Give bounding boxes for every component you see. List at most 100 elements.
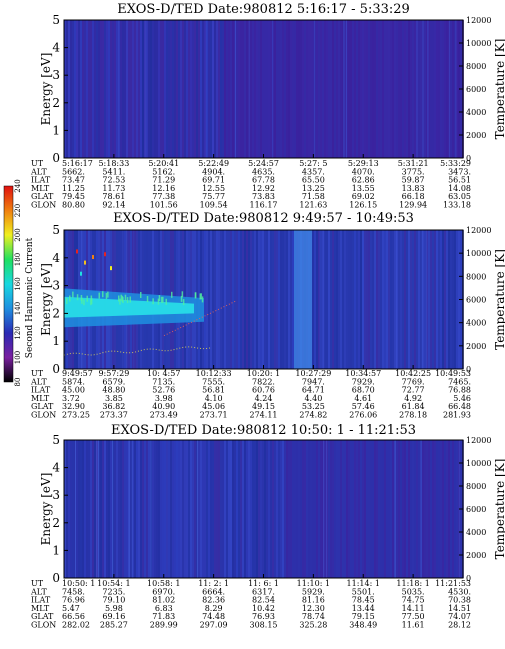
- spectrogram-column: [102, 20, 104, 158]
- spectrogram-column: [236, 440, 238, 578]
- spectrogram-column: [262, 20, 264, 158]
- spectrogram-column: [260, 230, 262, 369]
- ephemeris-cell: 75.77: [202, 192, 225, 201]
- ephemeris-cell: 10:27:29: [295, 369, 331, 378]
- emission-speckle: [90, 299, 92, 306]
- spectrogram-column: [314, 440, 316, 578]
- spectrogram-column: [378, 20, 380, 158]
- spectrogram-column: [206, 230, 208, 369]
- ephemeris-cell: 13.55: [352, 184, 375, 193]
- ephemeris-cell: 5:33:29: [440, 159, 471, 168]
- ephemeris-cell: 274.82: [299, 411, 327, 420]
- ephemeris-cell: 69.16: [102, 612, 125, 621]
- ephemeris-cell: 3.98: [155, 394, 173, 403]
- spectrogram-column: [194, 440, 196, 578]
- y2-tick-label: 2000: [466, 551, 486, 560]
- spectrogram-column: [284, 440, 286, 578]
- ephemeris-cell: 71.83: [152, 612, 175, 621]
- ephemeris-cell: 63.05: [448, 192, 471, 201]
- spectrogram-column: [300, 440, 302, 578]
- spectrogram-column: [248, 230, 250, 369]
- spectrogram-column: [446, 440, 448, 578]
- ephemeris-cell: 101.56: [150, 201, 178, 210]
- ephemeris-cell: 3.85: [105, 394, 123, 403]
- spectrogram-column: [156, 440, 158, 578]
- spectrogram-column: [132, 440, 134, 578]
- spectrogram-column: [80, 20, 82, 158]
- spectrogram-column: [298, 20, 300, 158]
- spectrogram-column: [446, 230, 448, 369]
- spectrogram-column: [310, 20, 312, 158]
- ephemeris-cell: 67.78: [252, 176, 275, 185]
- spectrogram-column: [238, 230, 240, 369]
- spectrogram-column: [326, 230, 328, 369]
- spectrogram-column: [230, 20, 232, 158]
- y-tick-label: 2: [52, 516, 60, 530]
- ephemeris-cell: 348.49: [349, 621, 377, 630]
- spectrogram-column: [302, 20, 304, 158]
- spectrogram-streak: [426, 230, 428, 369]
- spectrogram-column: [242, 230, 244, 369]
- y-tick-label: 1: [52, 334, 60, 348]
- ephemeris-cell: 32.90: [62, 402, 85, 411]
- ephemeris-cell: 12.16: [152, 184, 175, 193]
- spectrogram-column: [406, 230, 408, 369]
- y2-tick-label: 0: [466, 154, 471, 163]
- ephemeris-cell: 7135.: [152, 377, 175, 386]
- chart-title: EXOS-D/TED Date:980812 5:16:17 - 5:33:29: [117, 2, 410, 17]
- spectrogram-column: [450, 440, 452, 578]
- spectrogram-streak: [272, 20, 273, 158]
- spectrogram-column: [310, 440, 312, 578]
- spectrogram-column: [278, 230, 280, 369]
- spectrogram-column: [170, 20, 172, 158]
- ephemeris-cell: 79.15: [352, 612, 375, 621]
- spectrogram-column: [356, 20, 358, 158]
- spectrogram-column: [374, 20, 376, 158]
- spectrogram-column: [396, 440, 398, 578]
- emission-speckle: [124, 294, 127, 301]
- spectrogram-column: [324, 20, 326, 158]
- spectrogram-column: [294, 440, 296, 578]
- y2-tick-label: 4000: [466, 528, 486, 537]
- ephemeris-cell: 82.54: [252, 596, 275, 605]
- y2-tick-label: 6000: [466, 296, 486, 305]
- ephemeris-cell: 5:27: 5: [299, 159, 327, 168]
- spectrogram-streak: [248, 20, 250, 158]
- spectrogram-column: [138, 440, 140, 578]
- spectrogram-column: [206, 20, 208, 158]
- spectrogram-column: [152, 20, 154, 158]
- spectrogram-column: [294, 20, 296, 158]
- spectrogram-column: [250, 20, 252, 158]
- ephemeris-cell: 129.94: [399, 201, 427, 210]
- spectrogram-column: [440, 20, 442, 158]
- spectrogram-column: [292, 440, 294, 578]
- spectrogram-column: [424, 230, 426, 369]
- spectrogram-column: [288, 440, 290, 578]
- ephemeris-cell: 5:31:21: [398, 159, 429, 168]
- spectrogram-column: [204, 20, 206, 158]
- spectrogram-column: [450, 230, 452, 369]
- spectrogram-column: [452, 230, 454, 369]
- spectrogram-column: [422, 230, 424, 369]
- spectrogram-column: [366, 440, 368, 578]
- spectrogram-column: [232, 230, 234, 369]
- emission-spot: [92, 255, 94, 260]
- spectrogram-column: [280, 230, 282, 369]
- spectrogram-column: [350, 230, 352, 369]
- y2-axis-label: Temperature [K]: [493, 249, 505, 350]
- ephemeris-cell: 109.54: [200, 201, 228, 210]
- spectrogram-column: [350, 20, 352, 158]
- ephemeris-cell: 5662.: [62, 167, 85, 176]
- spectrogram-column: [354, 230, 356, 369]
- spectrogram-column: [224, 230, 226, 369]
- bright-vertical-band: [294, 230, 312, 369]
- emission-speckle: [90, 298, 93, 305]
- spectrogram-column: [108, 20, 110, 158]
- spectrogram-column: [352, 230, 354, 369]
- spectrogram-column: [182, 440, 184, 578]
- spectrogram-column: [418, 440, 420, 578]
- y-tick-label: 1: [52, 123, 60, 137]
- ephemeris-cell: 11:10: 1: [297, 579, 330, 588]
- ephemeris-cell: 6579.: [102, 377, 125, 386]
